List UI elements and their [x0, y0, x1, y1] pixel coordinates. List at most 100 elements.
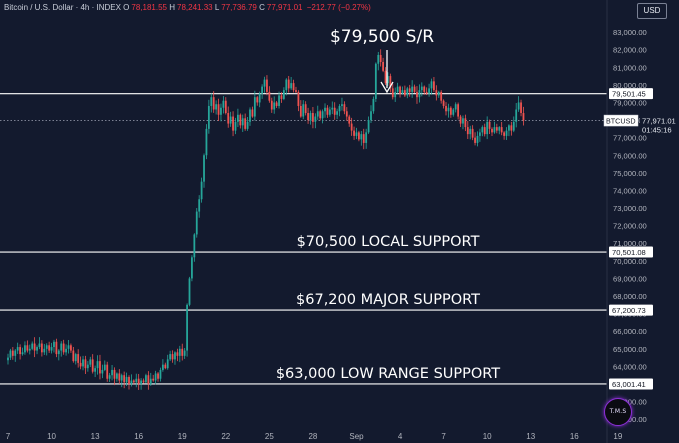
candle-body	[433, 81, 435, 91]
candle-body	[522, 113, 525, 121]
candle	[154, 370, 157, 385]
candle-body	[96, 361, 99, 369]
time-tick-label: 4	[398, 432, 403, 441]
candle	[11, 347, 14, 360]
candle	[38, 337, 41, 350]
candle	[471, 125, 474, 141]
candle	[176, 348, 179, 362]
candle	[120, 373, 123, 388]
candle-body	[9, 350, 12, 358]
candle-body	[292, 83, 295, 91]
price-tick-label: 68,000.00	[613, 292, 647, 301]
candle	[237, 108, 239, 127]
candle	[132, 379, 135, 385]
candle-body	[193, 234, 196, 258]
candle-body	[401, 90, 404, 94]
candle	[21, 347, 24, 356]
candle	[183, 348, 186, 359]
price-tick-label: 82,000.00	[613, 46, 647, 55]
candle-body	[178, 348, 181, 356]
candle-body	[106, 364, 109, 379]
candle	[377, 51, 380, 71]
candle	[290, 76, 293, 91]
price-tick-label: 66,000.00	[613, 327, 647, 336]
candle	[353, 126, 355, 140]
candle-body	[82, 359, 84, 367]
level-price-box	[609, 378, 653, 390]
candle-body	[116, 373, 118, 379]
candle-body	[464, 118, 467, 128]
candle	[287, 75, 290, 93]
candle-body	[101, 369, 104, 374]
time-axis[interactable]: 7 10 13 16 19 22 25 28 Sep 4 7 10 13 16 19	[6, 432, 623, 441]
candle	[411, 80, 414, 98]
candle-body	[256, 97, 259, 103]
level-price-box	[609, 246, 653, 258]
candle	[74, 352, 77, 365]
candle-body	[505, 130, 508, 136]
low-value: 77,736.79	[221, 3, 257, 12]
candle-body	[435, 90, 438, 96]
candle-body	[65, 348, 67, 353]
currency-button[interactable]: USD	[637, 3, 667, 19]
candle-body	[466, 127, 469, 135]
candle	[302, 100, 305, 120]
candle	[466, 121, 469, 139]
candle-body	[321, 111, 324, 119]
candle-body	[142, 380, 145, 383]
time-tick-label: 16	[570, 432, 579, 441]
candle	[195, 208, 198, 238]
tms-logo: T.M.S	[604, 398, 632, 426]
price-axis[interactable]: 83,000.00 82,000.00 81,000.00 80,000.00 79,0…	[603, 28, 676, 424]
candle-body	[403, 90, 406, 96]
candle-body	[14, 350, 17, 356]
candle-body	[26, 345, 29, 351]
candle	[217, 98, 220, 121]
candle	[149, 372, 152, 386]
candle-body	[19, 347, 21, 355]
candle	[374, 62, 377, 102]
candle	[106, 361, 109, 382]
candle	[86, 361, 89, 372]
candle-body	[166, 359, 169, 369]
candle	[246, 116, 249, 131]
candle-body	[379, 54, 382, 62]
candle	[130, 374, 133, 387]
candle-body	[103, 364, 106, 370]
candle	[379, 49, 382, 67]
candle-body	[324, 107, 326, 112]
candle	[321, 109, 324, 124]
candle	[200, 177, 203, 203]
price-tick-label: 73,000.00	[613, 204, 647, 213]
candle	[420, 82, 423, 97]
current-price-box	[640, 115, 676, 136]
candle	[270, 97, 273, 113]
candle	[399, 85, 401, 98]
candle-body	[396, 86, 399, 92]
candle	[307, 107, 309, 124]
candle	[314, 113, 317, 129]
candle-body	[33, 343, 36, 351]
candle	[89, 356, 92, 368]
candle	[416, 86, 418, 104]
candle-body	[343, 104, 346, 112]
candle-body	[488, 121, 491, 129]
candle-body	[275, 102, 278, 106]
candle	[94, 365, 97, 378]
candle	[203, 153, 205, 188]
candle	[464, 114, 467, 132]
candle	[178, 345, 181, 363]
candle-body	[384, 70, 387, 84]
candle-body	[372, 98, 375, 112]
candle-body	[186, 304, 188, 351]
price-tick-label: 72,000.00	[613, 222, 647, 231]
candle-body	[28, 348, 31, 351]
candle	[222, 96, 225, 114]
candle	[16, 342, 19, 354]
candle-body	[169, 354, 172, 360]
candle	[512, 116, 515, 133]
candle	[220, 103, 222, 122]
candle-body	[481, 127, 484, 133]
level-price-box	[609, 88, 653, 100]
